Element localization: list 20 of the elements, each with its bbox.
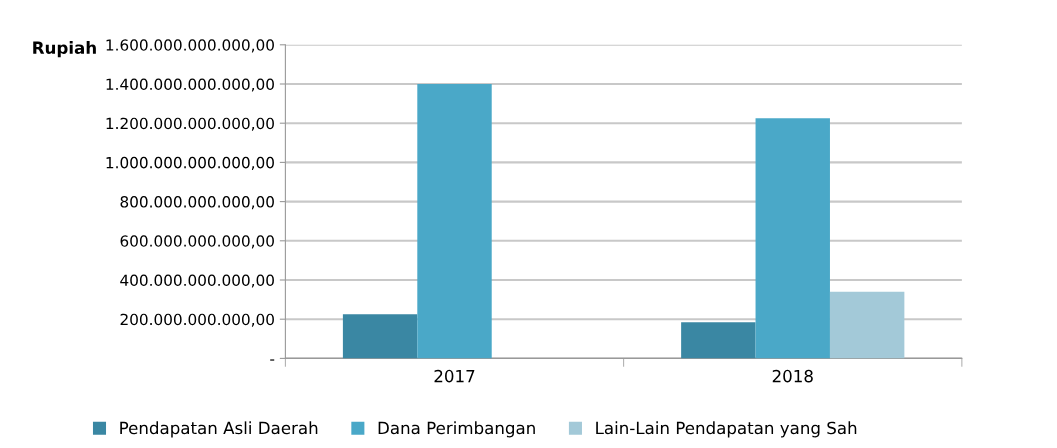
x-tick-label: 2017 (434, 369, 475, 383)
bar (829, 291, 905, 359)
legend-label: Lain-Lain Pendapatan yang Sah (596, 421, 857, 438)
legend-label: Pendapatan Asli Daerah (120, 421, 318, 438)
x-tick-label: 2018 (772, 369, 813, 383)
y-tick-label: 400.000.000.000,00 (120, 274, 274, 288)
y-tick-label: 1.200.000.000.000,00 (106, 117, 274, 131)
y-tick-label: 200.000.000.000,00 (120, 313, 274, 327)
y-tick-label: 1.400.000.000.000,00 (106, 78, 274, 92)
bar (681, 322, 756, 359)
bar (417, 84, 492, 359)
y-tick-label: 800.000.000.000,00 (120, 196, 274, 210)
legend-label: Dana Perimbangan (378, 421, 535, 438)
y-axis-title: Rupiah (33, 41, 96, 58)
y-tick-label: 1.000.000.000.000,00 (106, 156, 274, 170)
bar (342, 314, 418, 359)
y-tick-label: 600.000.000.000,00 (120, 235, 274, 249)
bar (755, 118, 830, 359)
y-tick-label: 1.600.000.000.000,00 (106, 39, 274, 53)
y-tick-label: - (270, 359, 275, 361)
